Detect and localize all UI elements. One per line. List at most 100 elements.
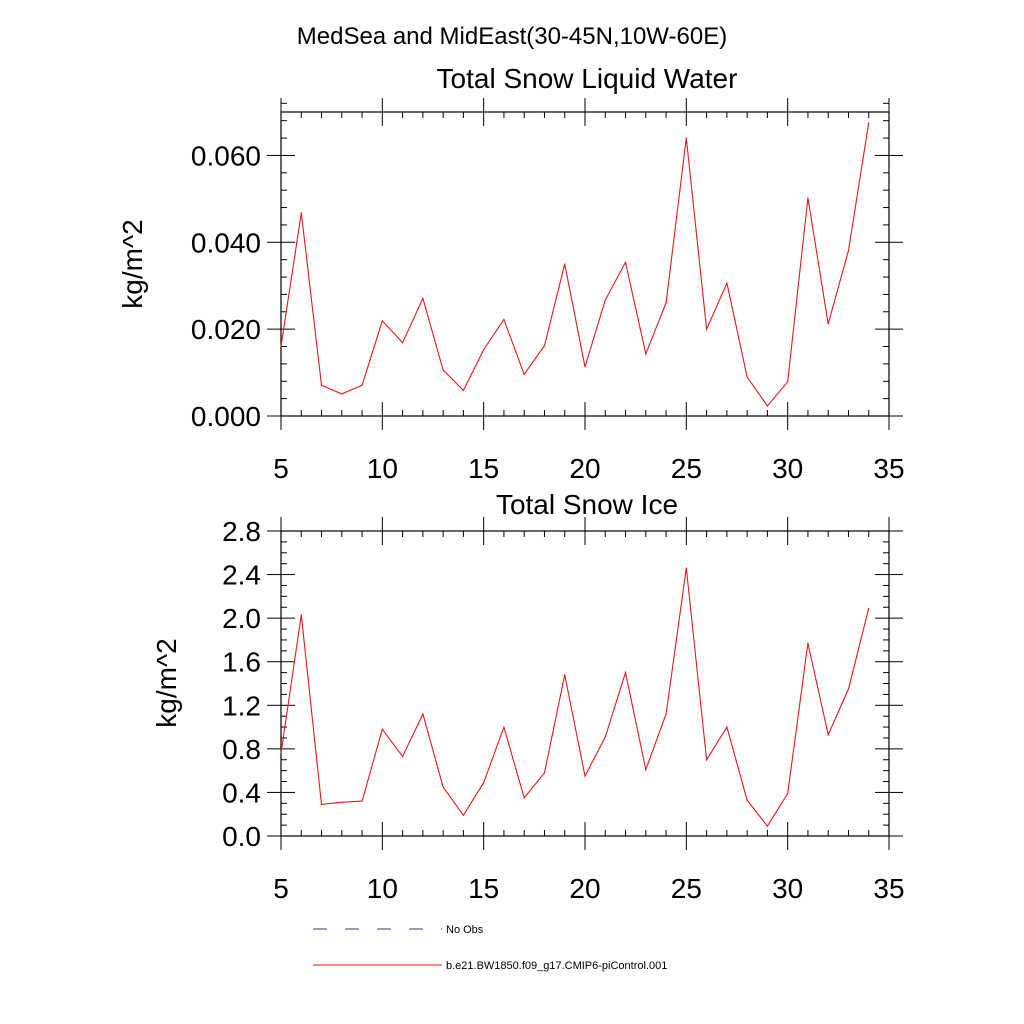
chart-panel-2: Total Snow Ice kg/m^2 5 10 15 20 25 30 35 0.0 0.4 0…	[151, 489, 905, 904]
y-tick-label: 0.8	[222, 734, 261, 765]
legend-label: No Obs	[446, 924, 484, 936]
data-point	[442, 369, 444, 371]
x-tick-label: 25	[671, 453, 702, 484]
legend: No Obs b.e21.BW1850.f09_g17.CMIP6-piContr…	[313, 924, 667, 972]
data-point	[847, 249, 850, 252]
data-point	[462, 814, 464, 816]
data-point	[766, 825, 769, 827]
data-point	[280, 752, 282, 754]
data-point	[827, 734, 829, 736]
data-point	[300, 212, 302, 214]
figure-title: MedSea and MidEast(30-45N,10W-60E)	[297, 23, 727, 50]
x-tick-label: 10	[367, 873, 398, 904]
x-tick-label: 35	[873, 453, 904, 484]
data-point	[503, 318, 505, 321]
data-point	[604, 736, 606, 738]
data-point	[624, 261, 627, 263]
y-tick-label: 1.2	[222, 690, 261, 721]
series-line-1	[280, 567, 870, 828]
y-tick-label: 2.8	[222, 516, 261, 547]
data-point	[462, 389, 464, 391]
data-point	[827, 323, 829, 325]
data-point	[847, 688, 850, 690]
panel-title: Total Snow Liquid Water	[437, 63, 738, 94]
tick-marks	[267, 98, 903, 430]
data-point	[341, 801, 343, 803]
data-point	[746, 799, 748, 801]
data-point	[422, 713, 424, 715]
y-tick-label: 2.0	[222, 603, 261, 634]
y-tick-label: 0.020	[191, 314, 261, 345]
x-tick-label: 15	[468, 873, 499, 904]
legend-label: b.e21.BW1850.f09_g17.CMIP6-piControl.001	[446, 960, 667, 972]
y-tick-label: 0.0	[222, 821, 261, 852]
x-tick-label: 35	[873, 873, 904, 904]
x-tick-label: 20	[569, 453, 600, 484]
data-point	[280, 345, 282, 348]
data-point	[868, 607, 870, 609]
y-tick-label: 0.040	[191, 227, 261, 258]
x-tick-label: 5	[273, 873, 289, 904]
data-point	[402, 342, 404, 344]
x-tick-label: 5	[273, 453, 289, 484]
data-point	[868, 122, 870, 124]
data-point	[483, 782, 485, 784]
data-point	[564, 263, 566, 265]
data-point	[300, 614, 302, 616]
x-tick-label: 25	[671, 873, 702, 904]
x-tick-label: 10	[367, 453, 398, 484]
series-points	[280, 122, 870, 407]
x-tick-label: 30	[772, 453, 803, 484]
tick-marks	[267, 517, 903, 850]
data-point	[665, 713, 667, 715]
data-point	[564, 674, 566, 676]
data-point	[624, 672, 627, 674]
data-point	[402, 755, 404, 758]
data-point	[523, 373, 525, 375]
data-point	[523, 797, 525, 799]
y-axis-label: kg/m^2	[151, 638, 182, 727]
data-point	[381, 728, 383, 730]
data-point	[604, 299, 606, 301]
data-point	[381, 320, 383, 322]
panel-title: Total Snow Ice	[496, 489, 678, 520]
y-tick-label: 1.6	[222, 647, 261, 678]
data-point	[726, 282, 728, 284]
data-point	[422, 297, 424, 299]
data-point	[483, 348, 485, 351]
chart-panel-1: Total Snow Liquid Water kg/m^2 5 10 15 20 25 30…	[117, 63, 905, 484]
y-tick-label: 0.060	[191, 140, 261, 171]
data-point	[726, 726, 728, 728]
data-point	[787, 792, 789, 795]
data-point	[543, 772, 546, 774]
plot-frame	[280, 530, 890, 837]
y-axis-label: kg/m^2	[117, 219, 148, 308]
data-point	[807, 642, 809, 644]
data-point	[807, 197, 809, 199]
data-point	[706, 328, 708, 330]
data-point	[584, 775, 586, 777]
data-point	[746, 376, 748, 378]
y-tick-label: 0.000	[191, 401, 261, 432]
plot-frame	[280, 111, 890, 417]
data-point	[584, 366, 586, 368]
x-tick-label: 20	[569, 873, 600, 904]
y-tick-label: 2.4	[222, 560, 261, 591]
legend-entry-1: No Obs	[313, 924, 484, 936]
legend-entry-2: b.e21.BW1850.f09_g17.CMIP6-piControl.001	[313, 960, 667, 972]
x-tick-label: 30	[772, 873, 803, 904]
series-points	[280, 567, 870, 827]
data-point	[706, 759, 708, 761]
data-point	[320, 384, 323, 386]
data-point	[665, 302, 667, 304]
data-point	[645, 353, 647, 355]
data-point	[787, 381, 789, 383]
data-point	[645, 768, 647, 771]
y-tick-label: 0.4	[222, 777, 261, 808]
data-point	[361, 384, 363, 386]
data-point	[341, 393, 343, 395]
data-point	[766, 405, 769, 407]
x-tick-label: 15	[468, 453, 499, 484]
